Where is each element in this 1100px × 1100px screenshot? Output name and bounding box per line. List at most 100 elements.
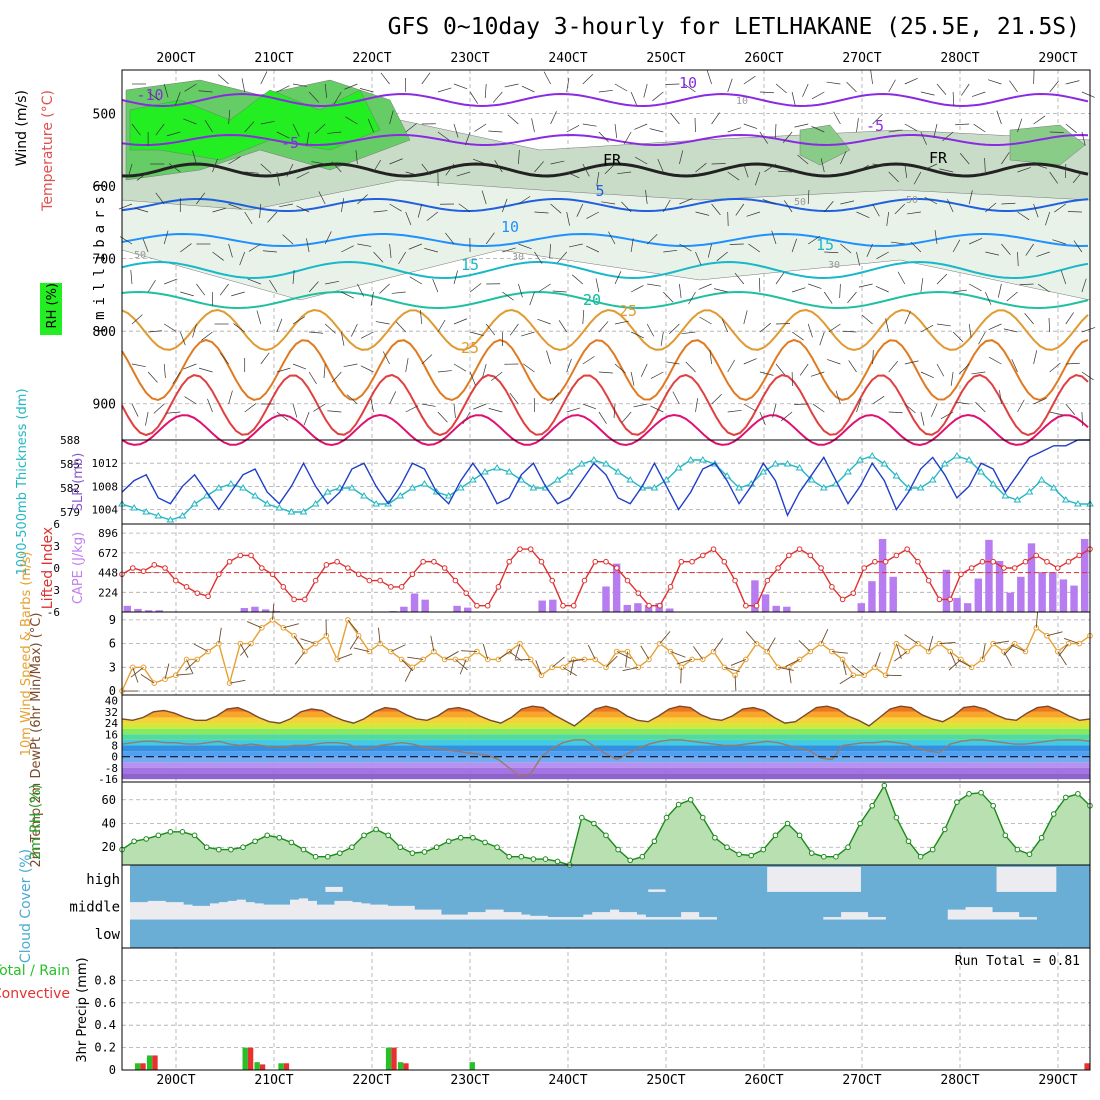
wind-barb [942,131,954,142]
wind-barb [279,203,294,208]
wind-barb [759,91,774,94]
wind-barb [340,198,345,213]
wind-barb [395,321,406,333]
wind-barb [1037,283,1050,293]
cloud-level-tick: middle [69,900,120,916]
lifted-index-point [194,590,201,596]
wind-barb [679,150,684,165]
thickness-point [178,512,187,519]
lifted-index-point [269,571,276,578]
wind-barb [398,251,407,265]
wind-barb [872,203,880,217]
cloud-cell [423,909,433,920]
wind-barb [936,363,945,377]
rh-point [675,801,682,808]
wind-barb [936,323,951,327]
wind-barb [582,74,594,85]
wind-barb [260,352,270,365]
thickness-point [940,460,949,467]
lifted-index-point [872,558,878,565]
lifted-index-point [409,571,416,578]
isotherm-label: 15 [461,256,479,274]
wind-tick: 9 [109,613,116,627]
lifted-index-point [527,546,534,552]
pressure-tick: 600 [93,180,116,195]
wind-barb [131,363,146,368]
wind-barb [888,171,899,183]
thickness-point [614,468,622,475]
wind-barb [930,403,938,417]
thickness-point [807,476,816,483]
wind-barb [276,367,291,373]
wind-barb [130,270,133,285]
cloud-cell [165,902,175,920]
wind-barb [984,291,992,305]
lifted-index-point [334,558,340,565]
cloud-cell [547,917,557,920]
wind-barb [148,330,163,333]
wind-barb [421,163,431,176]
cloud-cell [867,917,877,920]
wind-barb [155,192,165,205]
wind-barb [276,85,290,93]
li-tick: -6 [47,606,60,619]
wind-barb [306,238,310,253]
wind-barb [131,314,143,325]
wind-barb [118,203,133,210]
panel-frame-precip [121,947,1091,1071]
rh-point [651,838,658,845]
wind-barb [1009,80,1018,93]
rh-shaded-area [129,89,381,161]
cape-bar [144,610,153,612]
lifted-index-point [291,596,297,603]
isotherm-label: 5 [595,182,604,200]
wind-barb [759,411,766,426]
wind-barb [491,371,503,381]
lifted-index-point [420,558,426,565]
lifted-index-point [302,596,308,603]
wind-barb-10m [514,658,531,661]
lifted-index-point [388,584,394,590]
wind-barb [276,411,289,421]
wind-barb [695,251,702,266]
cloud-cell [832,917,842,920]
slp-line [121,439,1090,518]
wind-barb [955,123,970,126]
wind-barb-10m [444,651,459,660]
wind-barb-10m [246,621,262,629]
cloud-cell [707,917,717,920]
wind-barb [219,283,229,296]
wind-barb [340,331,345,346]
wind-barb [518,243,532,250]
cloud-cell [521,914,531,920]
wind-barb [646,234,658,245]
wind-barb [988,323,1002,331]
wind-barb-10m [640,645,650,660]
wind-barb [382,351,390,365]
wind-barb [698,283,712,290]
wind-barb [180,291,194,297]
wind-barb [421,403,436,407]
wind-barb-10m [185,659,198,671]
temp-band [122,745,1090,752]
isotherm-label: 10 [679,74,697,92]
wind-barb [259,203,262,218]
cloud-cell [965,907,975,920]
wind-barb [309,331,324,334]
time-tick-top: 27OCT [842,51,881,66]
wind-barb-10m [894,651,908,662]
cloud-cell [974,907,984,920]
wind-barb [709,350,712,365]
wind-barb [453,403,456,418]
rh-point [796,832,803,839]
cloud-cell [138,902,149,920]
wind-barb-10m [1057,651,1067,666]
cloud-cell [210,903,220,920]
precip-total-bar [146,1055,153,1070]
wind-barb [248,243,261,252]
thickness-point [456,484,465,491]
lifted-index-point [538,558,545,565]
wind-barb [872,395,885,405]
wind-barb-10m [459,659,467,675]
wind-barb [1006,291,1018,302]
